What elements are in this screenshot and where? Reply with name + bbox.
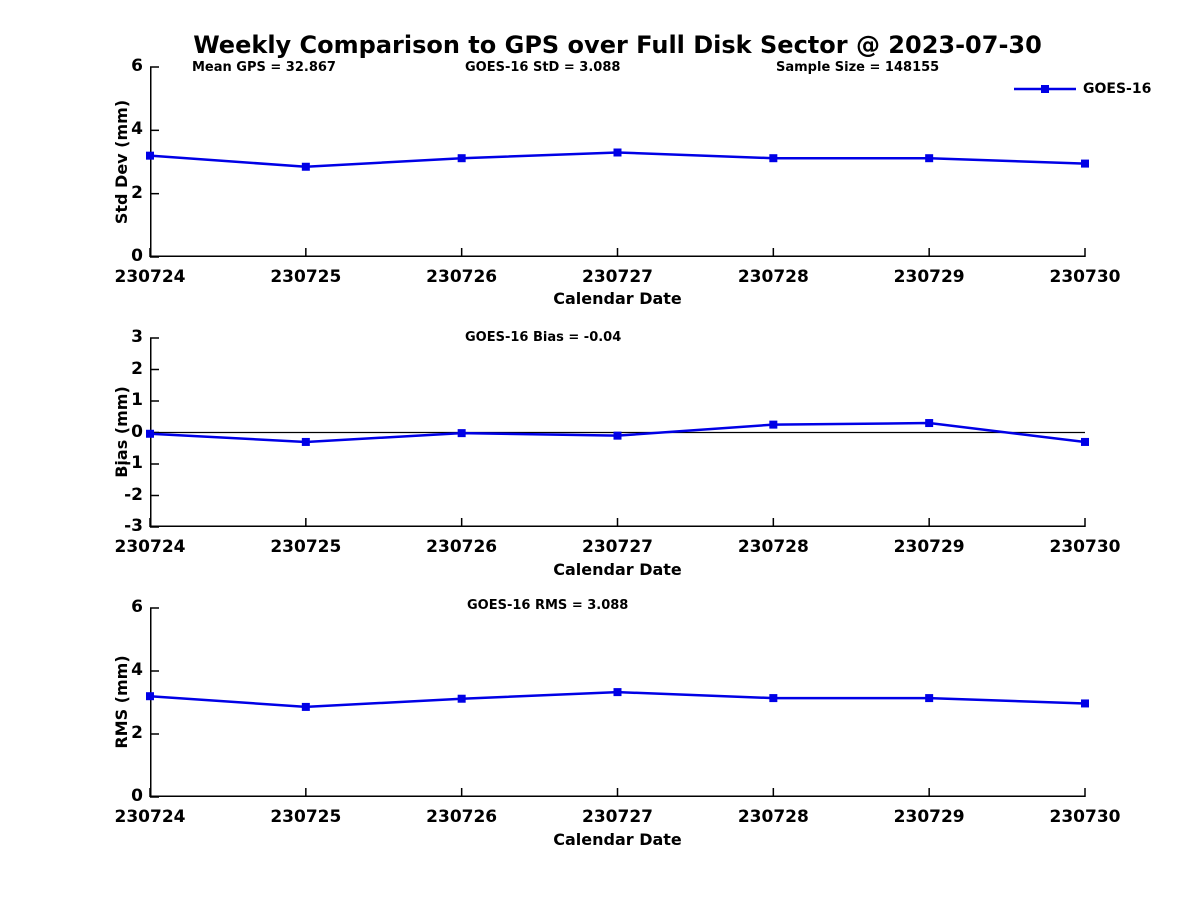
annotation-sample-size: Sample Size = 148155 (776, 60, 940, 75)
y-tick-label: 0 (131, 421, 143, 442)
x-tick-label: 230729 (893, 267, 965, 287)
data-point-marker (1081, 437, 1089, 446)
x-tick-label: 230728 (737, 537, 809, 557)
y-tick-label: 2 (131, 358, 143, 379)
y-tick-label: 1 (131, 390, 143, 410)
data-point-marker (146, 429, 154, 438)
data-point-marker (613, 688, 622, 697)
data-point-marker (925, 419, 934, 428)
subplot-rms-title: GOES-16 RMS = 3.088 (467, 598, 629, 613)
legend-label: GOES-16 (1083, 80, 1152, 97)
y-tick-label: 4 (131, 660, 143, 680)
data-point-marker (613, 431, 622, 440)
data-point-marker (769, 694, 778, 703)
x-tick-label: 230724 (114, 807, 186, 827)
x-tick-label: 230726 (426, 807, 498, 827)
x-tick-label: 230727 (582, 537, 653, 557)
y-tick-label: 4 (131, 119, 143, 140)
x-axis-label-calendar-date-1: Calendar Date (553, 289, 682, 308)
annotation-goes16-std: GOES-16 StD = 3.088 (465, 60, 621, 75)
legend: GOES-16 (1014, 80, 1151, 97)
x-tick-label: 230730 (1049, 267, 1121, 287)
data-point-marker (1081, 159, 1089, 168)
x-tick-label: 230728 (737, 807, 809, 827)
subplot-bias-title: GOES-16 Bias = -0.04 (465, 330, 622, 345)
y-tick-label: -3 (124, 516, 143, 536)
y-tick-label: 2 (131, 182, 143, 203)
data-point-marker (301, 437, 310, 446)
data-point-marker (925, 154, 934, 163)
x-tick-label: 230724 (114, 537, 186, 557)
y-tick-label: 6 (131, 56, 143, 76)
x-axis-label-calendar-date-3: Calendar Date (553, 830, 682, 849)
x-tick-label: 230726 (426, 537, 498, 557)
figure-title: Weekly Comparison to GPS over Full Disk … (193, 31, 1042, 59)
annotation-mean-gps: Mean GPS = 32.867 (192, 60, 336, 75)
data-point-marker (925, 694, 934, 703)
data-point-marker (457, 429, 466, 438)
y-tick-label: 3 (131, 327, 143, 347)
y-axis-label-std-dev: Std Dev (mm) (112, 99, 131, 225)
data-point-marker (301, 162, 310, 171)
x-tick-label: 230730 (1049, 807, 1121, 827)
y-tick-label: 2 (131, 723, 143, 743)
x-tick-label: 230727 (582, 807, 653, 827)
y-tick-label: 6 (131, 597, 143, 617)
x-tick-label: 230730 (1049, 537, 1121, 557)
data-point-marker (769, 420, 778, 429)
x-axis-label-calendar-date-2: Calendar Date (553, 560, 682, 579)
x-tick-label: 230729 (893, 807, 965, 827)
std-dev-plot-canvas (146, 66, 1089, 258)
data-point-marker (613, 148, 622, 157)
data-point-marker (457, 154, 466, 163)
y-axis-label-rms: RMS (mm) (112, 655, 131, 749)
data-point-marker (301, 702, 310, 711)
y-tick-label: -2 (124, 484, 143, 505)
y-tick-label: 0 (131, 786, 143, 806)
x-tick-label: 230725 (270, 537, 342, 557)
x-tick-label: 230725 (270, 267, 342, 287)
x-tick-label: 230729 (893, 537, 965, 557)
rms-plot-canvas (146, 607, 1089, 798)
legend-line-icon (1014, 84, 1076, 93)
data-point-marker (457, 694, 466, 703)
x-tick-label: 230728 (737, 267, 809, 287)
x-tick-label: 230725 (270, 807, 342, 827)
data-point-marker (1081, 699, 1089, 708)
bias-plot-canvas (146, 337, 1089, 528)
y-tick-label: 0 (131, 246, 143, 266)
x-tick-label: 230727 (582, 267, 653, 287)
x-tick-label: 230724 (114, 267, 186, 287)
y-tick-label: -1 (124, 453, 143, 473)
data-point-marker (769, 154, 778, 163)
x-tick-label: 230726 (426, 267, 498, 287)
data-point-marker (146, 151, 154, 160)
data-point-marker (146, 692, 154, 701)
